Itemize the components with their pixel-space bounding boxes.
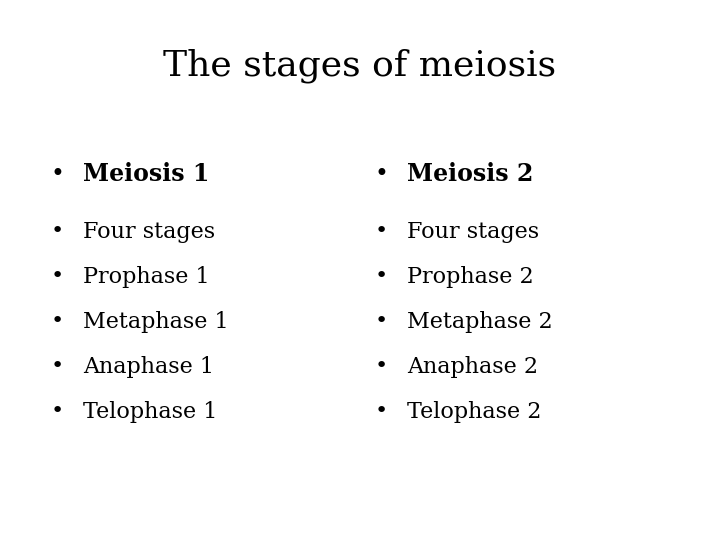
Text: •: • [50, 162, 64, 186]
Text: •: • [374, 221, 387, 241]
Text: Four stages: Four stages [407, 221, 539, 244]
Text: Four stages: Four stages [83, 221, 215, 244]
Text: Metaphase 2: Metaphase 2 [407, 311, 552, 333]
Text: •: • [374, 162, 388, 186]
Text: •: • [374, 401, 387, 421]
Text: •: • [374, 311, 387, 331]
Text: Telophase 1: Telophase 1 [83, 401, 217, 423]
Text: •: • [50, 311, 63, 331]
Text: Anaphase 2: Anaphase 2 [407, 356, 538, 378]
Text: Metaphase 1: Metaphase 1 [83, 311, 228, 333]
Text: Prophase 1: Prophase 1 [83, 266, 210, 288]
Text: •: • [374, 356, 387, 376]
Text: •: • [50, 221, 63, 241]
Text: •: • [50, 401, 63, 421]
Text: •: • [374, 266, 387, 286]
Text: Meiosis 1: Meiosis 1 [83, 162, 210, 186]
Text: Prophase 2: Prophase 2 [407, 266, 534, 288]
Text: The stages of meiosis: The stages of meiosis [163, 49, 557, 83]
Text: Meiosis 2: Meiosis 2 [407, 162, 534, 186]
Text: •: • [50, 356, 63, 376]
Text: Telophase 2: Telophase 2 [407, 401, 541, 423]
Text: •: • [50, 266, 63, 286]
Text: Anaphase 1: Anaphase 1 [83, 356, 214, 378]
